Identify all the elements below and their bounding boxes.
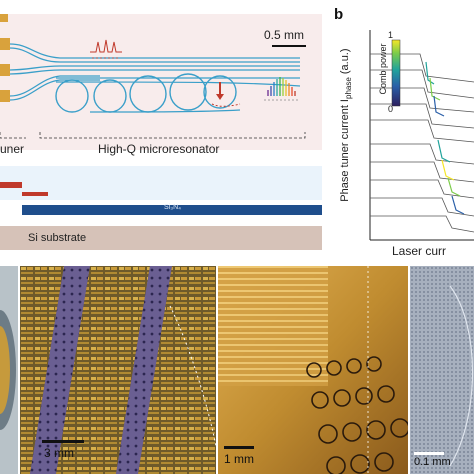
red-arrow-head bbox=[216, 94, 224, 100]
substrate-label: Si substrate bbox=[28, 232, 87, 244]
photo-chip-closeup: 1 mm bbox=[218, 266, 408, 474]
colorbar bbox=[391, 39, 401, 107]
photo-wafer-image bbox=[0, 310, 16, 430]
bus-waveguides bbox=[9, 43, 300, 101]
pulse-train-icon bbox=[90, 39, 122, 53]
red-element-2 bbox=[22, 192, 48, 196]
cladding-layer bbox=[0, 166, 322, 200]
comb-features bbox=[425, 61, 465, 215]
photo-microscope: 0.1 mm bbox=[410, 266, 474, 474]
gain-chip-3 bbox=[0, 90, 10, 102]
photo-microscope-image bbox=[410, 266, 474, 474]
tuner-label: uner bbox=[0, 142, 25, 156]
colorbar-bottom-label: 0 bbox=[388, 104, 394, 114]
resonator-bus-lines bbox=[55, 77, 301, 113]
panel-a: 0.5 mm uner High-Q microresonator Si₃N₄ … bbox=[0, 0, 328, 262]
comb-spectrum-icon bbox=[267, 77, 296, 96]
photo-strip: 3 mm bbox=[0, 266, 474, 474]
photo-wafer bbox=[0, 266, 18, 474]
gain-chip-top bbox=[0, 14, 8, 22]
photo-chips-wafer: 3 mm bbox=[20, 266, 216, 474]
scale-label-3mm: 3 mm bbox=[44, 446, 74, 460]
panel-a-diagram bbox=[0, 14, 322, 250]
x-axis-label: Laser curr bbox=[392, 244, 447, 258]
scale-label-1mm: 1 mm bbox=[224, 452, 254, 466]
ring-1 bbox=[55, 79, 89, 113]
colorbar-label: Comb power bbox=[378, 43, 388, 95]
substrate-layer bbox=[0, 226, 322, 250]
scale-label-0-1mm: 0.1 mm bbox=[414, 456, 451, 468]
panel-b: b Phase tuner current Iphase (a.u.) bbox=[330, 0, 474, 262]
microresonator-label: High-Q microresonator bbox=[98, 142, 220, 156]
colorbar-top-label: 1 bbox=[388, 30, 394, 40]
photo-chips-image bbox=[20, 266, 216, 474]
photo-closeup-image bbox=[218, 266, 408, 474]
panel-b-plot bbox=[369, 30, 474, 241]
gain-chip-1 bbox=[0, 38, 10, 50]
gain-chip-2 bbox=[0, 64, 10, 76]
scale-bar-label: 0.5 mm bbox=[264, 28, 305, 42]
sin-layer bbox=[22, 205, 322, 215]
microresonator-bracket bbox=[39, 132, 306, 139]
ring-5 bbox=[203, 75, 237, 109]
panel-letter-b: b bbox=[334, 6, 344, 23]
sin-label: Si₃N₄ bbox=[164, 204, 181, 211]
ring-4 bbox=[169, 73, 207, 111]
red-element bbox=[0, 182, 22, 188]
